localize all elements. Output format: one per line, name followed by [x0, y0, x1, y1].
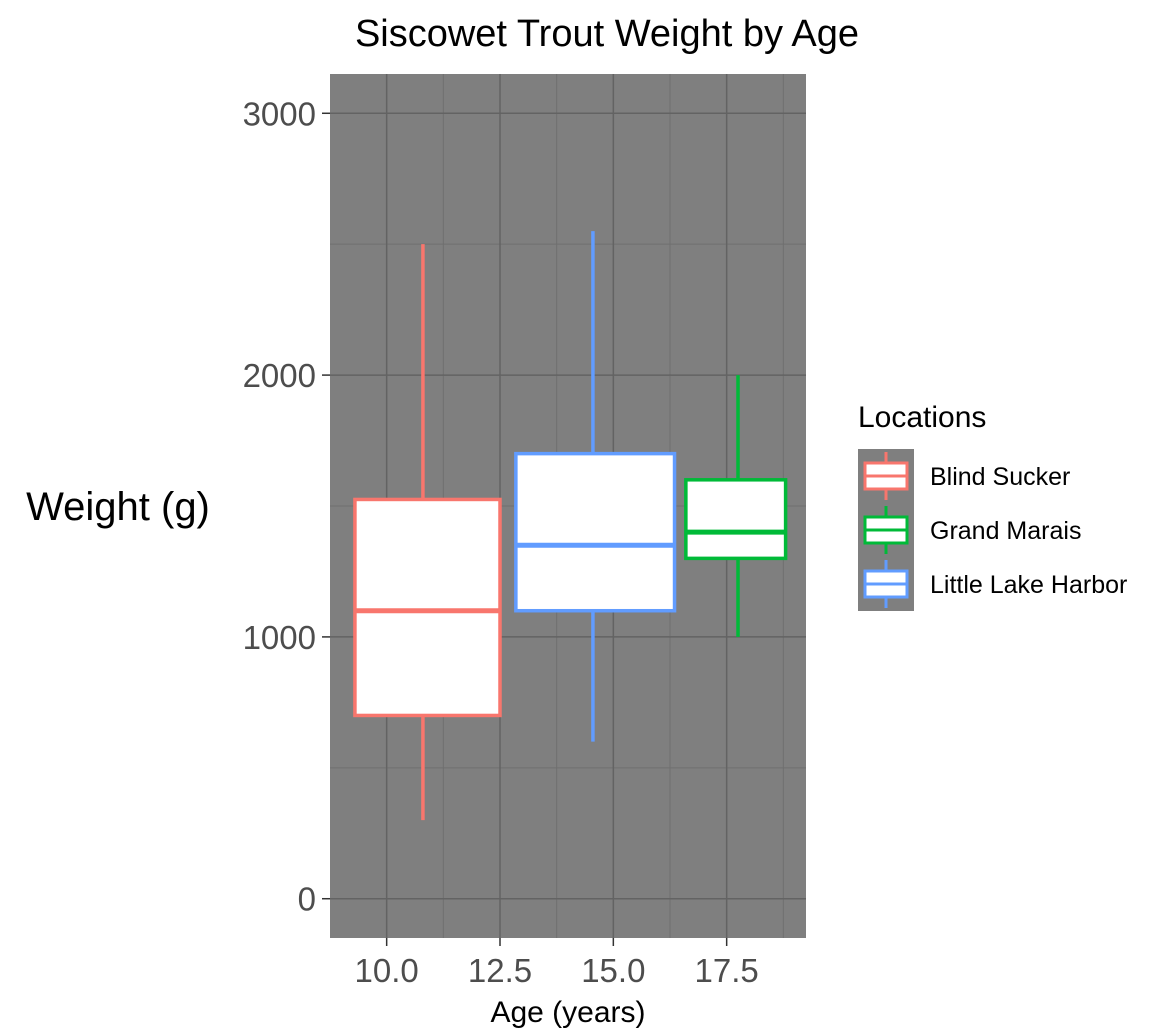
x-axis-title: Age (years) [490, 996, 645, 1029]
y-tick-label: 3000 [243, 95, 316, 132]
box-little-lake-harbor [514, 231, 677, 742]
box-iqr [514, 451, 677, 613]
x-tick-label: 10.0 [355, 952, 419, 989]
box-blind-sucker [353, 244, 502, 821]
x-tick-label: 17.5 [695, 952, 759, 989]
legend: Locations Blind Sucker Grand Marais Little… [858, 401, 1127, 611]
legend-title: Locations [858, 401, 986, 434]
x-axis: 10.0 12.5 15.0 17.5 [355, 938, 759, 989]
legend-label: Grand Marais [930, 517, 1081, 545]
legend-label: Little Lake Harbor [930, 571, 1127, 599]
y-axis: 0 1000 2000 3000 [243, 95, 330, 918]
y-tick-label: 0 [298, 881, 316, 918]
legend-item: Blind Sucker [863, 452, 1070, 500]
y-tick-label: 1000 [243, 619, 316, 656]
legend-item: Little Lake Harbor [863, 560, 1127, 608]
legend-label: Blind Sucker [930, 463, 1070, 491]
legend-item: Grand Marais [863, 506, 1081, 554]
box-iqr [353, 497, 502, 718]
y-tick-label: 2000 [243, 357, 316, 394]
box-plots [353, 231, 788, 821]
y-axis-title: Weight (g) [26, 485, 210, 529]
legend-items: Blind Sucker Grand Marais Little Lake Harb… [863, 452, 1127, 608]
x-tick-label: 15.0 [581, 952, 645, 989]
chart-title: Siscowet Trout Weight by Age [355, 13, 859, 55]
x-tick-label: 12.5 [468, 952, 532, 989]
box-iqr [684, 478, 788, 561]
box-grand-marais [684, 375, 788, 637]
